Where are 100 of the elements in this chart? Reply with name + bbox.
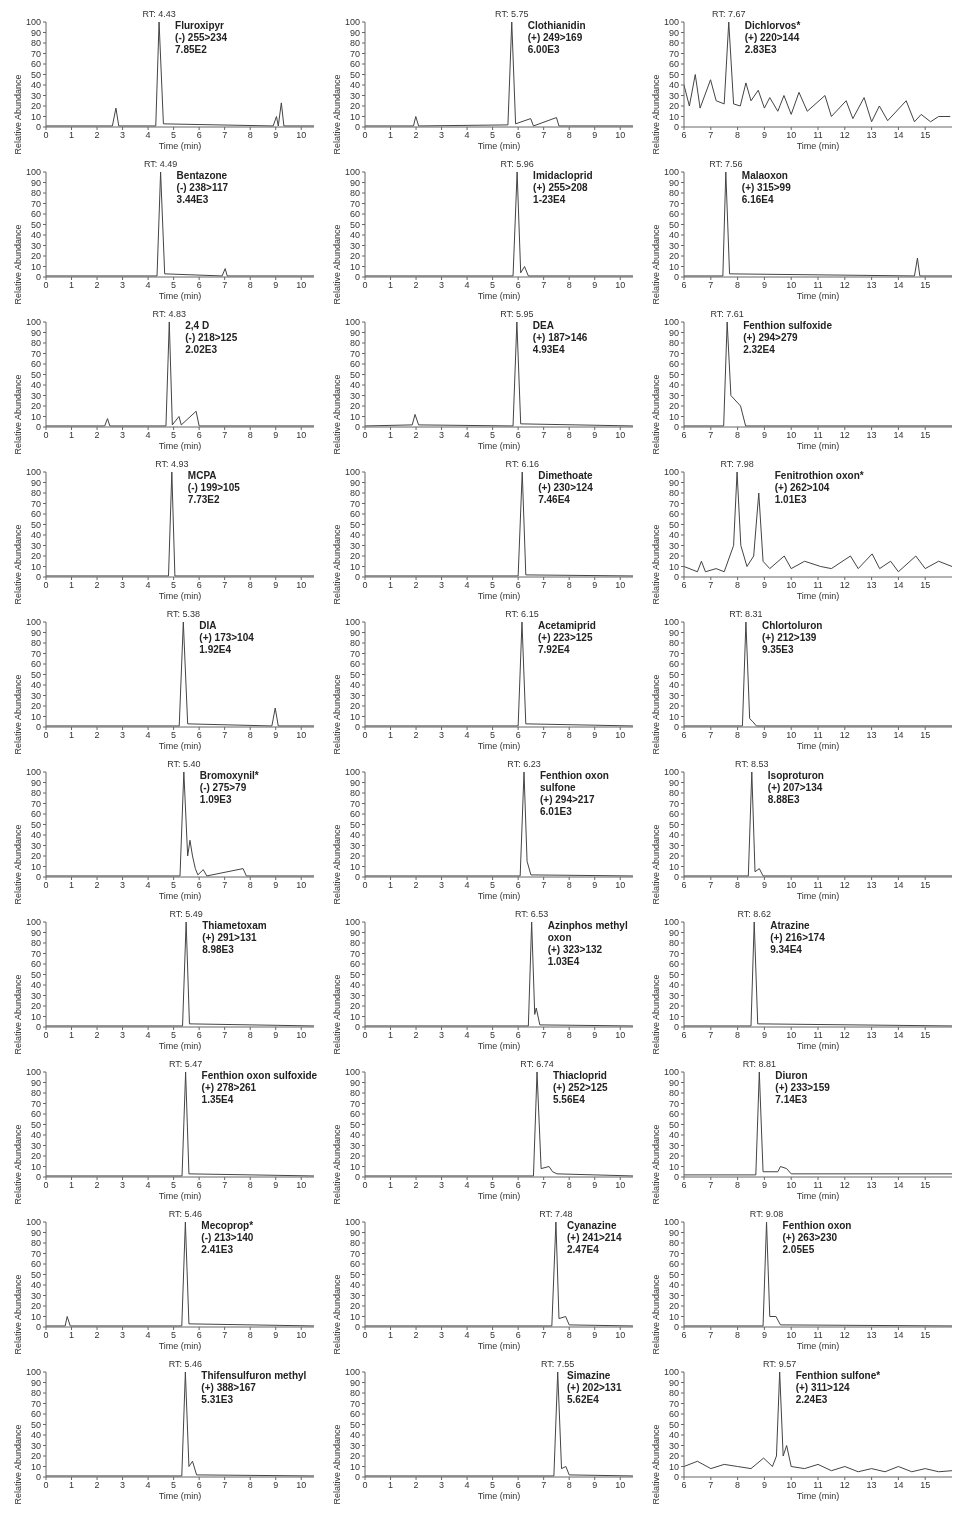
x-tick-label: 6	[681, 280, 687, 291]
x-tick-label: 10	[615, 130, 626, 141]
y-tick-label: 10	[349, 411, 360, 422]
y-tick-label: 70	[349, 1248, 360, 1259]
y-tick-label: 80	[349, 938, 360, 949]
x-tick-label: 8	[566, 1030, 572, 1041]
x-tick-label: 4	[464, 1030, 470, 1041]
annotation: 4.93E4	[532, 344, 566, 356]
x-tick-label: 1	[69, 580, 75, 591]
x-tick-label: 6	[681, 730, 687, 741]
x-tick-label: 6	[196, 1030, 202, 1041]
x-tick-label: 9	[592, 580, 598, 591]
x-tick-label: 4	[464, 1330, 470, 1341]
y-tick-label: 70	[349, 198, 360, 209]
y-tick-label: 10	[30, 111, 41, 122]
x-tick-label: 3	[120, 1480, 126, 1491]
x-tick-label: 10	[296, 1330, 307, 1341]
y-tick-label: 20	[349, 551, 360, 562]
y-tick-label: 80	[30, 938, 41, 949]
x-tick-label: 2	[94, 130, 100, 141]
chart-title: Acetamiprid	[537, 620, 596, 632]
y-tick-label: 20	[349, 401, 360, 412]
y-axis-title: Relative Abundance	[13, 1274, 24, 1355]
x-tick-label: 3	[120, 430, 126, 441]
text: (+) 262>104	[774, 482, 831, 494]
annotation: 1.35E4	[201, 1094, 235, 1106]
y-tick-label: 100	[663, 767, 679, 778]
y-tick-label: 30	[30, 840, 41, 851]
x-tick-label: 11	[813, 130, 823, 141]
text: (+) 291>131	[202, 932, 258, 944]
y-tick-label: 50	[668, 969, 679, 980]
x-tick-label: 5	[490, 880, 496, 891]
line-series	[365, 1372, 633, 1477]
text: (+) 216>174	[770, 932, 825, 944]
y-tick-label: 60	[30, 959, 41, 970]
x-axis-title: Time (min)	[477, 1491, 521, 1502]
y-tick-label: 100	[344, 467, 360, 478]
x-tick-label: 13	[866, 1480, 877, 1491]
y-tick-label: 10	[349, 1161, 360, 1172]
x-tick-label: 8	[735, 730, 741, 741]
x-tick-label: 14	[893, 280, 904, 291]
y-tick-label: 70	[30, 1248, 41, 1259]
x-tick-label: 5	[171, 1030, 177, 1041]
x-axis-title: Time (min)	[158, 1191, 202, 1202]
line-series	[684, 622, 952, 727]
x-tick-label: 7	[222, 130, 228, 141]
y-tick-label: 50	[668, 1119, 679, 1130]
y-axis-title: Relative Abundance	[13, 74, 24, 155]
text: (+) 233>159	[775, 1082, 830, 1094]
annotation: RT: 5.38	[166, 609, 200, 619]
x-tick-label: 7	[541, 430, 547, 441]
y-tick-label: 10	[668, 411, 679, 422]
y-tick-label: 80	[668, 788, 679, 799]
annotation: RT: 5.40	[167, 759, 201, 769]
x-tick-label: 7	[222, 430, 228, 441]
x-tick-label: 15	[920, 880, 931, 891]
y-tick-label: 40	[668, 380, 679, 391]
x-tick-label: 9	[273, 1330, 279, 1341]
y-tick-label: 100	[663, 1067, 679, 1078]
y-tick-label: 50	[30, 1419, 41, 1430]
text: (+) 311>124	[795, 1382, 851, 1394]
y-tick-label: 30	[668, 840, 679, 851]
x-tick-label: 4	[145, 280, 151, 291]
x-tick-label: 13	[866, 280, 877, 291]
annotation: RT: 8.53	[735, 759, 769, 769]
y-tick-label: 20	[668, 1001, 679, 1012]
x-tick-label: 8	[566, 730, 572, 741]
x-tick-label: 10	[296, 880, 307, 891]
y-tick-label: 20	[668, 1301, 679, 1312]
y-tick-label: 60	[668, 809, 679, 820]
line-series	[365, 22, 633, 127]
x-tick-label: 9	[273, 1030, 279, 1041]
y-axis-title: Relative Abundance	[651, 1424, 662, 1505]
y-tick-label: 10	[30, 411, 41, 422]
annotation: RT: 9.57	[763, 1359, 797, 1369]
y-tick-label: 100	[25, 317, 41, 328]
x-tick-label: 1	[69, 1330, 75, 1341]
x-tick-label: 9	[761, 130, 767, 141]
x-tick-label: 7	[708, 1330, 714, 1341]
y-tick-label: 50	[349, 1419, 360, 1430]
x-axis-title: Time (min)	[477, 141, 521, 152]
x-tick-label: 0	[362, 1180, 368, 1191]
y-tick-label: 20	[668, 251, 679, 262]
x-tick-label: 7	[708, 880, 714, 891]
y-tick-label: 50	[349, 969, 360, 980]
y-axis-title: Relative Abundance	[651, 74, 662, 155]
annotation: 8.98E3	[202, 944, 235, 956]
y-axis-title: Relative Abundance	[651, 1274, 662, 1355]
y-tick-label: 30	[349, 1440, 360, 1451]
y-tick-label: 90	[668, 1377, 679, 1388]
y-tick-label: 10	[668, 711, 679, 722]
y-tick-label: 0	[35, 872, 41, 883]
y-tick-label: 20	[349, 1301, 360, 1312]
y-tick-label: 40	[668, 830, 679, 841]
x-tick-label: 15	[920, 580, 931, 591]
x-tick-label: 8	[735, 430, 741, 441]
x-tick-label: 9	[592, 130, 598, 141]
x-tick-label: 5	[490, 1180, 496, 1191]
y-tick-label: 50	[668, 819, 679, 830]
x-tick-label: 7	[708, 580, 714, 591]
